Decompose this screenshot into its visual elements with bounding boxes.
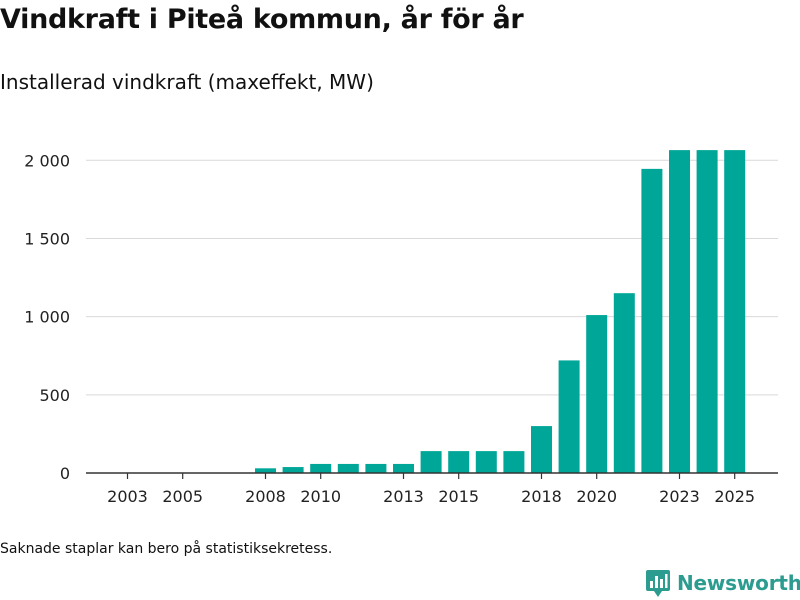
footnote: Saknade staplar kan bero på statistiksek… [0,541,333,557]
gridlines [86,159,778,396]
x-tick-label: 2008 [245,487,286,506]
x-tick-label: 2025 [714,487,755,506]
bar-2025[interactable] [724,150,746,474]
x-tick-label: 2003 [107,487,148,506]
bar-2023[interactable] [669,150,690,474]
bar-2016[interactable] [475,451,497,473]
brand-logo[interactable]: Newsworthy [645,568,800,598]
bar-2015[interactable] [448,451,470,473]
x-tick-label: 2005 [162,487,203,506]
bar-2012[interactable] [365,463,387,473]
y-tick-label: 1 500 [24,229,70,248]
bar-2022[interactable] [641,168,663,473]
bar-2024[interactable] [696,150,718,474]
newsworthy-logo-icon [646,570,670,597]
bar-2008[interactable] [255,468,276,473]
x-tick-label: 2013 [383,487,424,506]
y-tick-label: 2 000 [24,151,70,170]
y-tick-label: 500 [39,386,70,405]
bar-2013[interactable] [393,463,414,473]
chart-subtitle: Installerad vindkraft (maxeffekt, MW) [0,70,374,94]
brand-name: Newsworthy [677,571,800,595]
x-axis-ticks: 2003 2005 2008 2010 2013 2015 2018 2020 2023 2025 [107,473,755,506]
bar-2018[interactable] [531,426,552,473]
bar-2021[interactable] [613,293,635,473]
y-tick-label: 1 000 [24,308,70,327]
bar-2011[interactable] [337,463,359,473]
y-tick-label: 0 [60,464,70,483]
bar-2010[interactable] [310,463,332,473]
bar-2017[interactable] [503,451,525,473]
x-tick-label: 2010 [300,487,341,506]
x-tick-label: 2023 [659,487,700,506]
chart-title: Vindkraft i Piteå kommun, år för år [0,4,524,35]
x-tick-label: 2015 [438,487,479,506]
bars [255,150,746,474]
x-tick-label: 2020 [576,487,617,506]
bar-chart: 0 500 1 000 1 500 2 000 2003 2005 2008 2010 2013… [24,150,778,506]
bar-2014[interactable] [420,451,442,473]
bar-2019[interactable] [558,360,580,473]
y-axis-ticks: 0 500 1 000 1 500 2 000 [24,151,70,483]
bar-2020[interactable] [586,315,608,473]
x-tick-label: 2018 [521,487,562,506]
bar-2009[interactable] [282,467,304,473]
